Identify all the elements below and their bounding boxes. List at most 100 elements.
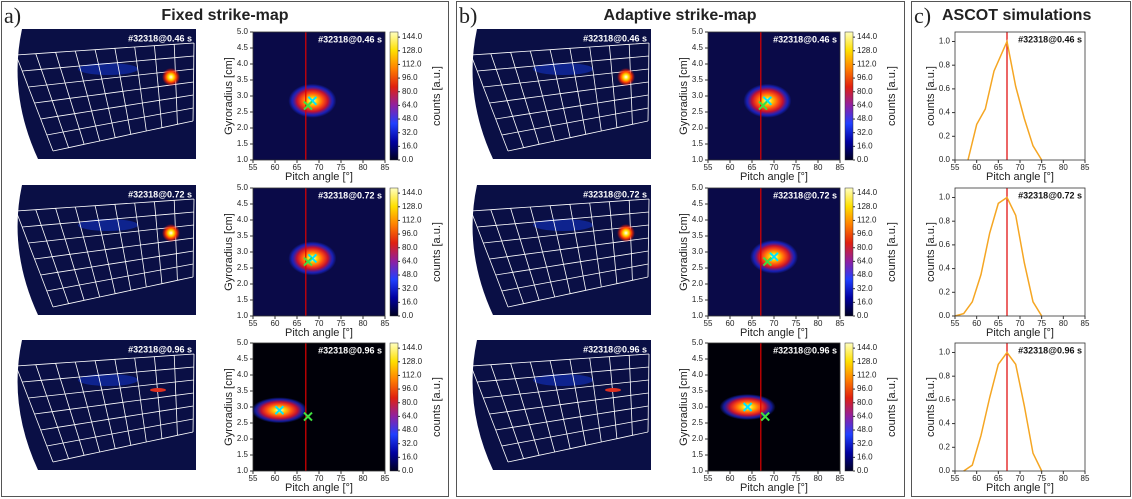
colorbar-tick-label: 96.0 (402, 229, 418, 238)
colorbar-tick-label: 112.0 (857, 371, 877, 380)
plot-background (955, 343, 1085, 471)
x-axis-label: Pitch angle [°] (285, 482, 353, 494)
x-axis-label: Pitch angle [°] (740, 327, 808, 339)
panel-title: Fixed strike-map (161, 7, 288, 24)
x-axis-label: Pitch angle [°] (285, 171, 353, 183)
colorbar-tick-label: 144.0 (857, 188, 878, 197)
x-tick-label: 85 (836, 319, 845, 328)
x-tick-label: 80 (814, 474, 823, 483)
camera-spot (162, 224, 180, 242)
y-axis-label: counts [a.u.] (925, 222, 937, 282)
colorbar (390, 32, 398, 160)
x-tick-label: 60 (271, 163, 280, 172)
x-axis-label: Pitch angle [°] (986, 482, 1054, 494)
y-tick-label: 1.5 (237, 450, 249, 459)
y-tick-label: 0.0 (939, 311, 951, 320)
y-tick-label: 0.4 (939, 264, 951, 273)
colorbar-tick-label: 0.0 (402, 466, 414, 475)
y-tick-label: 3.5 (237, 75, 249, 84)
y-tick-label: 3.5 (692, 231, 704, 240)
y-tick-label: 1.5 (692, 295, 704, 304)
y-tick-label: 3.0 (692, 91, 704, 100)
colorbar-tick-label: 32.0 (857, 439, 873, 448)
x-axis-label: Pitch angle [°] (740, 482, 808, 494)
y-tick-label: 4.5 (692, 354, 704, 363)
colorbar-tick-label: 144.0 (402, 343, 423, 352)
y-tick-label: 3.0 (237, 247, 249, 256)
camera-glow (78, 63, 138, 75)
camera-spot (617, 68, 635, 86)
panel-label: a) (4, 3, 21, 28)
y-tick-label: 1.0 (939, 37, 951, 46)
colorbar-tick-label: 64.0 (857, 100, 873, 109)
y-tick-label: 3.0 (237, 402, 249, 411)
colorbar-label: counts [a.u.] (886, 222, 898, 282)
colorbar (845, 343, 853, 471)
y-tick-label: 3.0 (237, 91, 249, 100)
colorbar-tick-label: 48.0 (857, 114, 873, 123)
colorbar-tick-label: 64.0 (857, 411, 873, 420)
colorbar (390, 188, 398, 316)
plot-background (955, 32, 1085, 160)
x-tick-label: 85 (836, 474, 845, 483)
x-tick-label: 80 (359, 474, 368, 483)
colorbar-label: counts [a.u.] (886, 66, 898, 126)
y-axis-label: Gyroradius [cm] (678, 213, 690, 291)
x-tick-label: 60 (271, 319, 280, 328)
camera-glow (533, 63, 593, 75)
camera-spot (617, 224, 635, 242)
colorbar-tick-label: 16.0 (857, 141, 873, 150)
x-tick-label: 60 (271, 474, 280, 483)
y-tick-label: 4.5 (237, 354, 249, 363)
y-tick-label: 2.0 (237, 434, 249, 443)
colorbar-tick-label: 144.0 (402, 32, 423, 41)
colorbar-tick-label: 80.0 (857, 398, 873, 407)
y-tick-label: 1.5 (692, 450, 704, 459)
colorbar-tick-label: 48.0 (857, 270, 873, 279)
y-axis-label: counts [a.u.] (925, 66, 937, 126)
y-tick-label: 4.0 (237, 59, 249, 68)
camera-glow (533, 219, 593, 231)
colorbar-tick-label: 32.0 (402, 128, 418, 137)
y-tick-label: 1.0 (939, 348, 951, 357)
colorbar-tick-label: 128.0 (402, 357, 423, 366)
y-tick-label: 3.0 (692, 247, 704, 256)
x-tick-label: 55 (249, 319, 258, 328)
y-tick-label: 4.0 (692, 370, 704, 379)
y-tick-label: 0.0 (939, 466, 951, 475)
y-tick-label: 1.0 (237, 311, 249, 320)
x-tick-label: 80 (814, 319, 823, 328)
y-tick-label: 1.0 (939, 193, 951, 202)
colorbar-tick-label: 80.0 (402, 87, 418, 96)
camera-spot (162, 68, 180, 86)
y-tick-label: 2.5 (692, 418, 704, 427)
x-tick-label: 85 (1081, 163, 1090, 172)
y-tick-label: 0.8 (939, 216, 951, 225)
y-tick-label: 3.5 (237, 386, 249, 395)
x-tick-label: 80 (814, 163, 823, 172)
image-label: #32318@0.72 s (128, 189, 192, 199)
x-axis-label: Pitch angle [°] (986, 327, 1054, 339)
x-tick-label: 55 (951, 163, 960, 172)
y-tick-label: 5.0 (237, 183, 249, 192)
plot-label: #32318@0.72 s (318, 190, 382, 200)
y-tick-label: 2.0 (692, 434, 704, 443)
image-label: #32318@0.46 s (583, 33, 647, 43)
y-tick-label: 4.5 (692, 43, 704, 52)
y-tick-label: 1.5 (237, 139, 249, 148)
y-tick-label: 3.5 (692, 386, 704, 395)
colorbar-tick-label: 48.0 (402, 270, 418, 279)
y-tick-label: 0.0 (939, 155, 951, 164)
colorbar-tick-label: 64.0 (857, 256, 873, 265)
x-tick-label: 60 (972, 319, 981, 328)
x-tick-label: 85 (836, 163, 845, 172)
colorbar-tick-label: 128.0 (857, 357, 878, 366)
colorbar-tick-label: 0.0 (857, 155, 869, 164)
y-tick-label: 0.6 (939, 240, 951, 249)
colorbar-tick-label: 64.0 (402, 256, 418, 265)
colorbar-tick-label: 0.0 (857, 311, 869, 320)
colorbar-tick-label: 16.0 (857, 452, 873, 461)
colorbar-tick-label: 0.0 (402, 311, 414, 320)
y-tick-label: 4.0 (692, 59, 704, 68)
colorbar-tick-label: 0.0 (857, 466, 869, 475)
